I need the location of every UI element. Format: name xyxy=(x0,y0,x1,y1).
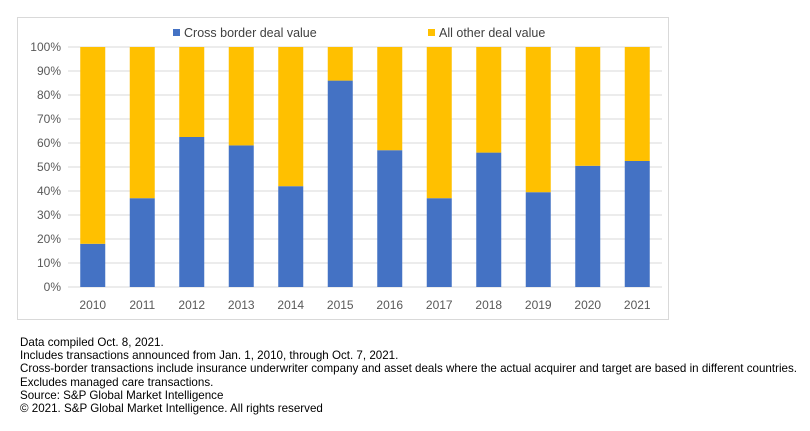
x-axis-ticks: 2010 2011 2012 2013 2014 2015 2016 2017 2018 2019… xyxy=(79,298,651,312)
bar-all-other xyxy=(327,47,353,81)
y-tick-label: 90% xyxy=(37,64,61,78)
stacked-bar-chart: 0%10%20%30%40%50%60%70%80%90%100% 2010 20… xyxy=(30,26,662,312)
x-tick-label: 2017 xyxy=(426,298,453,312)
bar-all-other xyxy=(525,47,551,193)
bar-all-other xyxy=(377,47,403,151)
bar-all-other xyxy=(80,47,106,244)
y-tick-label: 0% xyxy=(44,280,62,294)
bar-all-other xyxy=(228,47,254,146)
bar-cross-border xyxy=(327,80,353,287)
x-tick-label: 2013 xyxy=(228,298,255,312)
y-tick-label: 10% xyxy=(37,256,61,270)
y-tick-label: 40% xyxy=(37,184,61,198)
bar-all-other xyxy=(278,47,304,187)
y-tick-label: 100% xyxy=(30,40,61,54)
bar-all-other xyxy=(129,47,155,199)
y-tick-label: 20% xyxy=(37,232,61,246)
bar-all-other xyxy=(476,47,502,153)
legend-label: All other deal value xyxy=(439,26,545,40)
bar-cross-border xyxy=(129,198,155,287)
bar-cross-border xyxy=(525,192,551,287)
y-tick-label: 50% xyxy=(37,160,61,174)
y-tick-label: 30% xyxy=(37,208,61,222)
bar-all-other xyxy=(624,47,650,161)
y-tick-label: 60% xyxy=(37,136,61,150)
note-data-compiled: Data compiled Oct. 8, 2021. xyxy=(20,336,164,349)
legend-label: Cross border deal value xyxy=(184,26,317,40)
note-source: Source: S&P Global Market Intelligence xyxy=(20,388,224,402)
x-tick-label: 2014 xyxy=(277,298,304,312)
x-tick-label: 2011 xyxy=(129,298,155,312)
legend-swatch xyxy=(173,29,180,36)
x-tick-label: 2010 xyxy=(79,298,106,312)
bars xyxy=(80,47,650,287)
x-tick-label: 2012 xyxy=(178,298,205,312)
bar-cross-border xyxy=(426,198,452,287)
x-tick-label: 2019 xyxy=(525,298,552,312)
bar-cross-border xyxy=(278,186,304,287)
bar-cross-border xyxy=(179,137,205,287)
chart-frame: 0% 10% 20% 30% 40% 50% 60% 70% 80% 90% 100% 2010 20… xyxy=(17,17,669,320)
gridlines xyxy=(68,46,662,288)
bar-cross-border xyxy=(624,161,650,287)
bar-all-other xyxy=(426,47,452,199)
bar-cross-border xyxy=(80,243,106,287)
y-tick-label: 70% xyxy=(37,112,61,126)
bar-all-other xyxy=(575,47,601,166)
chart-notes: Data compiled Oct. 8, 2021. Includes tra… xyxy=(20,336,805,415)
bar-all-other xyxy=(179,47,205,137)
x-tick-label: 2018 xyxy=(475,298,502,312)
bar-cross-border xyxy=(575,165,601,287)
x-tick-label: 2020 xyxy=(574,298,601,312)
bar-cross-border xyxy=(377,150,403,287)
y-tick-label: 80% xyxy=(37,88,61,102)
note-date-range: Includes transactions announced from Jan… xyxy=(20,349,399,363)
x-tick-label: 2016 xyxy=(376,298,403,312)
legend-swatch xyxy=(428,29,435,36)
note-cross-border-definition: Cross-border transactions include insura… xyxy=(20,362,797,389)
note-copyright: © 2021. S&P Global Market Intelligence. … xyxy=(20,402,323,416)
y-axis-ticks: 0% 10% 20% 30% 40% 50% 60% 70% 80% 90% 100% xyxy=(30,40,61,294)
bar-cross-border xyxy=(476,152,502,287)
x-tick-label: 2015 xyxy=(327,298,354,312)
legend: Cross border deal value All other deal va… xyxy=(173,26,545,40)
x-tick-label: 2021 xyxy=(624,298,651,312)
bar-cross-border xyxy=(228,145,254,287)
